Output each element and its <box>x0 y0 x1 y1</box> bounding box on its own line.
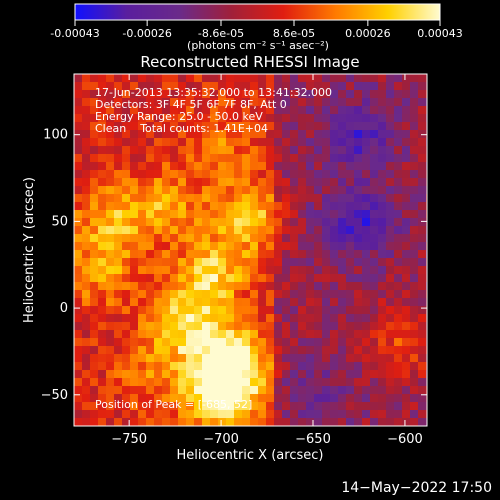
colorbar-tick-label: -0.00043 <box>50 27 99 40</box>
x-tick-label: −750 <box>111 432 147 447</box>
colorbar-tick-label: 0.00026 <box>345 27 391 40</box>
annotation-detectors: Detectors: 3F 4F 5F 6F 7F 8F, Att 0 <box>95 98 287 111</box>
colorbar-unit-label: (photons cm⁻² s⁻¹ asec⁻²) <box>187 39 329 52</box>
y-tick-label: 50 <box>51 214 68 229</box>
colorbar-tick-label: -8.6e-05 <box>198 27 244 40</box>
chart-title: Reconstructed RHESSI Image <box>140 53 359 71</box>
y-axis-label: Heliocentric Y (arcsec) <box>22 177 37 323</box>
heatmap-image <box>74 74 427 426</box>
annotation-energy-range: Energy Range: 25.0 - 50.0 keV <box>95 110 263 123</box>
y-tick-label: −50 <box>41 388 68 403</box>
y-tick-label: 100 <box>43 128 68 143</box>
colorbar-ticks <box>74 20 441 26</box>
colorbar-tick-labels: -0.00043 -0.00026 -8.6e-05 8.6e-05 0.00026 0.… <box>50 27 462 40</box>
y-axis: −50 0 50 100 <box>41 128 427 403</box>
colorbar-tick-label: -0.00026 <box>122 27 171 40</box>
x-tick-label: −650 <box>295 432 331 447</box>
peak-position-label: Position of Peak = [-685, 52] <box>95 398 252 411</box>
x-tick-label: −600 <box>387 432 423 447</box>
colorbar <box>74 3 441 21</box>
colorbar-tick-label: 8.6e-05 <box>273 27 315 40</box>
plot-frame <box>73 73 428 427</box>
annotation-block: 17-Jun-2013 13:35:32.000 to 13:41:32.000… <box>95 86 332 135</box>
y-tick-label: 0 <box>60 301 68 316</box>
x-tick-label: −700 <box>203 432 239 447</box>
colorbar-tick-label: 0.00043 <box>417 27 463 40</box>
x-axis-label: Heliocentric X (arcsec) <box>177 448 324 463</box>
annotation-counts: Clean Total counts: 1.41E+04 <box>95 122 268 135</box>
footer-date: 14−May−2022 17:50 <box>341 480 492 496</box>
annotation-time-range: 17-Jun-2013 13:35:32.000 to 13:41:32.000 <box>95 86 332 99</box>
x-axis: −750 −700 −650 −600 <box>111 74 423 447</box>
